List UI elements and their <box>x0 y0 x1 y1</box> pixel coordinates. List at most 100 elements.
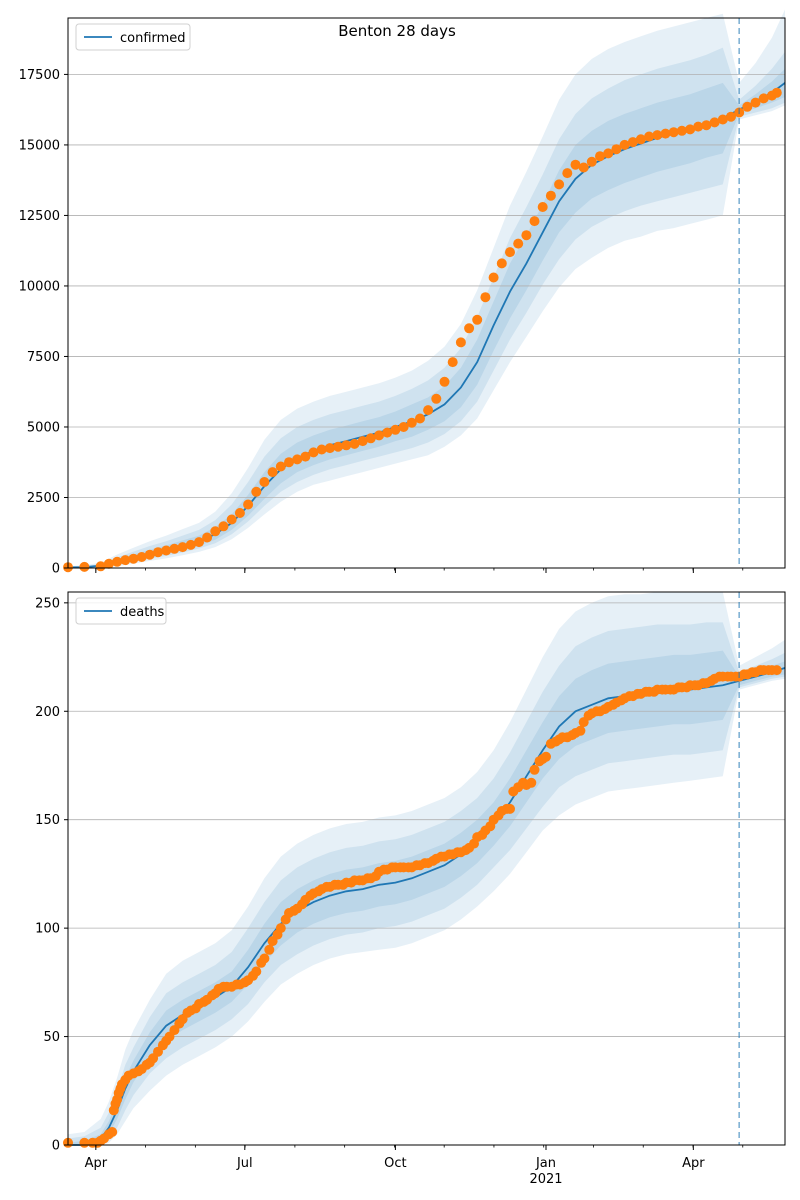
observed-point <box>107 1127 118 1137</box>
observed-point <box>652 130 663 141</box>
observed-point <box>128 553 139 564</box>
deaths-axes-frame <box>67 591 786 1146</box>
observed-point <box>537 202 548 212</box>
observed-point <box>259 477 270 487</box>
deaths-legend: deaths <box>75 597 167 625</box>
observed-point <box>267 467 278 478</box>
confirmed-legend: confirmed <box>75 23 191 51</box>
legend-label-confirmed: confirmed <box>120 31 186 46</box>
y-tick-label: 5000 <box>27 420 60 435</box>
observed-point <box>480 292 491 303</box>
y-tick-label: 7500 <box>27 350 60 365</box>
observed-point <box>505 247 515 258</box>
observed-point <box>308 447 319 458</box>
observed-point <box>496 258 507 269</box>
observed-point <box>627 137 638 148</box>
observed-point <box>79 561 90 572</box>
observed-point <box>447 357 458 368</box>
observed-point <box>390 424 401 435</box>
observed-point <box>472 314 483 325</box>
observed-point <box>505 803 515 814</box>
observed-point <box>771 665 782 676</box>
observed-point <box>644 131 655 142</box>
deaths-observed-points <box>63 665 782 1148</box>
y-tick-label: 12500 <box>19 209 60 224</box>
confirmed-observed-points <box>63 87 782 573</box>
observed-point <box>202 532 213 543</box>
observed-point <box>226 514 237 525</box>
observed-point <box>398 422 409 432</box>
observed-point <box>513 238 524 249</box>
observed-point <box>259 953 270 964</box>
observed-point <box>717 114 728 125</box>
observed-point <box>455 337 466 348</box>
observed-point <box>526 777 537 788</box>
observed-point <box>488 272 499 283</box>
observed-point <box>570 159 581 170</box>
y-tick-label: 0 <box>52 562 60 577</box>
observed-point <box>554 179 565 190</box>
confirmed-axes-frame <box>67 17 786 569</box>
observed-point <box>316 444 327 455</box>
y-tick-label: 2500 <box>27 491 60 506</box>
observed-point <box>382 427 393 438</box>
observed-point <box>545 190 556 201</box>
observed-point <box>357 436 368 447</box>
observed-point <box>112 556 123 567</box>
confirmed-x-axis <box>95 568 744 573</box>
observed-point <box>562 168 573 179</box>
observed-point <box>709 117 720 128</box>
observed-point <box>693 121 704 132</box>
observed-point <box>218 521 229 532</box>
observed-point <box>541 751 551 762</box>
x-tick-label: Apr <box>85 1156 108 1171</box>
observed-point <box>771 87 782 98</box>
observed-point <box>595 151 605 162</box>
observed-point <box>406 417 417 428</box>
uncertainty-band-2 <box>68 47 785 568</box>
observed-point <box>750 97 761 108</box>
y-tick-label: 150 <box>35 813 60 828</box>
y-tick-label: 250 <box>35 596 60 611</box>
observed-point <box>284 457 294 468</box>
deaths-y-axis: 0 50 100 150 200 250 <box>35 596 68 1154</box>
x-year-label: 2021 <box>529 1172 562 1187</box>
observed-point <box>177 542 188 553</box>
observed-point <box>103 558 114 569</box>
observed-point <box>439 376 450 387</box>
observed-point <box>341 440 352 451</box>
observed-point <box>374 430 384 441</box>
observed-point <box>169 543 180 554</box>
observed-point <box>349 438 360 449</box>
observed-point <box>521 230 532 241</box>
uncertainty-band-1 <box>68 650 785 1145</box>
x-tick-label: Oct <box>384 1156 406 1171</box>
observed-point <box>185 539 196 550</box>
confirmed-y-axis: 0 2500 5000 7500 10000 12500 15000 17500 <box>19 68 68 577</box>
uncertainty-band-2 <box>68 622 785 1145</box>
observed-point <box>292 454 303 465</box>
observed-point <box>529 764 540 775</box>
observed-point <box>578 162 589 173</box>
y-tick-label: 200 <box>35 705 60 720</box>
observed-point <box>742 101 753 112</box>
y-tick-label: 15000 <box>19 138 60 153</box>
x-tick-label: Jan <box>535 1156 556 1171</box>
observed-point <box>251 486 262 497</box>
observed-point <box>243 499 254 510</box>
confirmed-panel: 0 2500 5000 7500 10000 12500 15000 17500 confir… <box>19 9 786 577</box>
observed-point <box>701 120 712 131</box>
observed-point <box>431 393 442 404</box>
observed-point <box>464 323 475 334</box>
observed-point <box>210 526 221 537</box>
observed-point <box>575 725 586 736</box>
deaths-gridlines <box>68 602 785 1037</box>
observed-point <box>194 537 204 548</box>
deaths-uncertainty-bands <box>68 592 785 1145</box>
observed-point <box>251 966 262 977</box>
observed-point <box>275 923 286 934</box>
y-tick-label: 10000 <box>19 279 60 294</box>
observed-point <box>153 547 163 558</box>
y-tick-label: 100 <box>35 922 60 937</box>
